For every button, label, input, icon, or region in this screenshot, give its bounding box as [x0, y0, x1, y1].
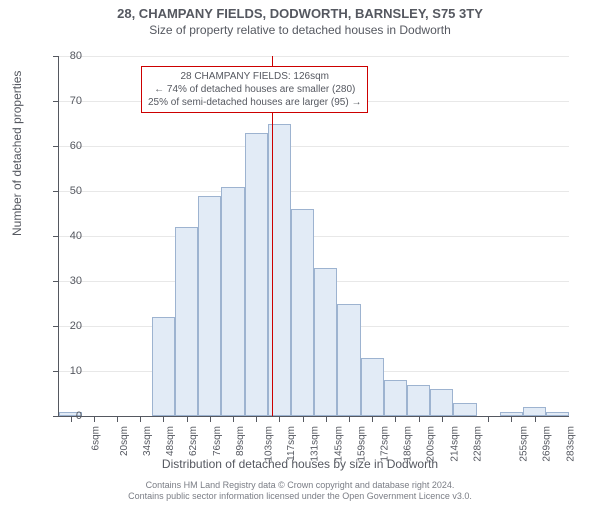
- annotation-line1: 28 CHAMPANY FIELDS: 126sqm: [148, 70, 361, 83]
- x-tick: [511, 416, 512, 422]
- x-tick: [395, 416, 396, 422]
- histogram-bar: [523, 407, 546, 416]
- y-tick-label: 60: [52, 140, 82, 152]
- y-axis-label: Number of detached properties: [10, 71, 24, 236]
- y-tick-label: 30: [52, 275, 82, 287]
- x-tick-label: 48sqm: [165, 426, 176, 456]
- x-tick-label: 62sqm: [188, 426, 199, 456]
- x-tick-label: 20sqm: [119, 426, 130, 456]
- x-tick-label: 117sqm: [286, 426, 297, 461]
- chart-title-sub: Size of property relative to detached ho…: [0, 23, 600, 37]
- y-tick-label: 80: [52, 50, 82, 62]
- annotation-box: 28 CHAMPANY FIELDS: 126sqm ← 74% of deta…: [141, 66, 368, 113]
- x-tick: [210, 416, 211, 422]
- gridline: [59, 56, 569, 57]
- annotation-line2: ← 74% of detached houses are smaller (28…: [148, 83, 361, 96]
- x-tick-label: 255sqm: [519, 426, 530, 462]
- y-tick-label: 40: [52, 230, 82, 242]
- x-tick-label: 76sqm: [212, 426, 223, 456]
- gridline: [59, 191, 569, 192]
- y-tick-label: 70: [52, 95, 82, 107]
- x-tick: [419, 416, 420, 422]
- x-tick-label: 89sqm: [235, 426, 246, 456]
- histogram-bar: [337, 304, 360, 417]
- x-axis-label: Distribution of detached houses by size …: [0, 457, 600, 471]
- annotation-line3: 25% of semi-detached houses are larger (…: [148, 96, 361, 109]
- x-tick: [163, 416, 164, 422]
- x-tick-label: 159sqm: [356, 426, 367, 462]
- x-tick: [94, 416, 95, 422]
- histogram-bar: [407, 385, 430, 417]
- x-tick-label: 214sqm: [449, 426, 460, 462]
- footer-line2: Contains public sector information licen…: [0, 491, 600, 503]
- x-tick-label: 103sqm: [264, 426, 275, 462]
- x-tick: [488, 416, 489, 422]
- x-tick: [279, 416, 280, 422]
- x-tick: [349, 416, 350, 422]
- histogram-bar: [361, 358, 384, 417]
- y-tick-label: 0: [52, 410, 82, 422]
- x-tick-label: 228sqm: [472, 426, 483, 462]
- histogram-bar: [430, 389, 453, 416]
- histogram-bar: [453, 403, 476, 417]
- x-tick-label: 269sqm: [542, 426, 553, 462]
- gridline: [59, 146, 569, 147]
- x-tick-label: 283sqm: [565, 426, 576, 462]
- footer-line1: Contains HM Land Registry data © Crown c…: [0, 480, 600, 492]
- y-tick-label: 50: [52, 185, 82, 197]
- histogram-bar: [268, 124, 291, 417]
- x-tick: [140, 416, 141, 422]
- x-tick: [372, 416, 373, 422]
- x-tick-label: 131sqm: [310, 426, 321, 462]
- x-tick: [233, 416, 234, 422]
- histogram-bar: [546, 412, 569, 417]
- y-tick-label: 10: [52, 365, 82, 377]
- chart-container: 28 CHAMPANY FIELDS: 126sqm ← 74% of deta…: [58, 56, 568, 416]
- y-tick-label: 20: [52, 320, 82, 332]
- x-tick-label: 200sqm: [426, 426, 437, 462]
- x-tick-label: 145sqm: [333, 426, 344, 462]
- histogram-bar: [384, 380, 407, 416]
- x-tick: [535, 416, 536, 422]
- histogram-bar: [221, 187, 244, 417]
- x-tick: [256, 416, 257, 422]
- x-tick: [442, 416, 443, 422]
- x-tick: [326, 416, 327, 422]
- histogram-bar: [152, 317, 175, 416]
- histogram-bar: [198, 196, 221, 417]
- x-tick-label: 6sqm: [90, 426, 101, 450]
- chart-title-main: 28, CHAMPANY FIELDS, DODWORTH, BARNSLEY,…: [0, 6, 600, 21]
- histogram-bar: [245, 133, 268, 417]
- histogram-bar: [175, 227, 198, 416]
- x-tick-label: 34sqm: [142, 426, 153, 456]
- x-tick-label: 172sqm: [380, 426, 391, 462]
- histogram-bar: [291, 209, 314, 416]
- histogram-bar: [314, 268, 337, 417]
- footer: Contains HM Land Registry data © Crown c…: [0, 480, 600, 506]
- x-tick: [187, 416, 188, 422]
- x-tick: [303, 416, 304, 422]
- x-tick-label: 186sqm: [403, 426, 414, 462]
- x-tick: [117, 416, 118, 422]
